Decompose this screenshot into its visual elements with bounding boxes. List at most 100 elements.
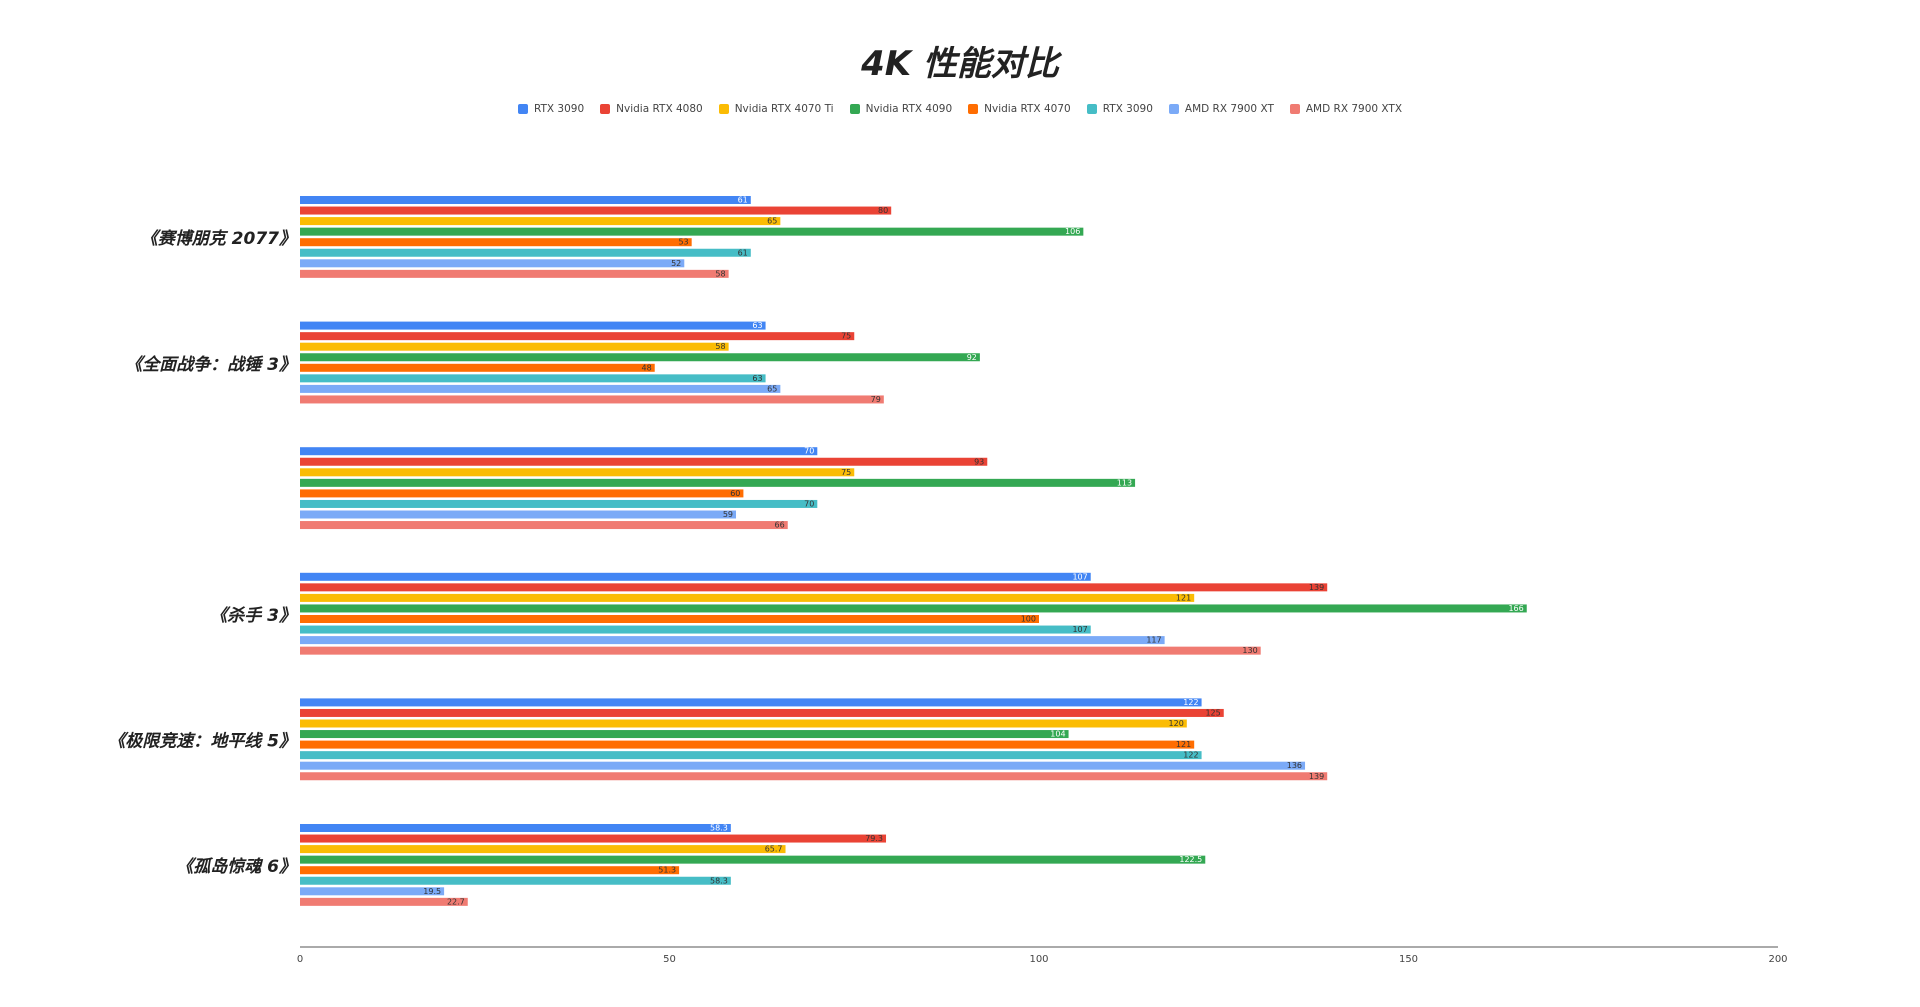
legend-item: AMD RX 7900 XTX: [1289, 103, 1403, 115]
data-label: 100: [1021, 615, 1036, 624]
legend-item: Nvidia RTX 4070: [968, 103, 1071, 115]
legend-item: Nvidia RTX 4070 Ti: [718, 103, 834, 115]
category-label: 《孤岛惊魂 6》: [176, 857, 296, 877]
bar: [300, 499, 818, 508]
bar: [300, 593, 1195, 602]
bar: [300, 457, 988, 466]
data-label: 121: [1176, 740, 1191, 749]
data-label: 80: [878, 206, 888, 215]
legend-item: RTX 3090: [1086, 103, 1153, 115]
data-label: 130: [1242, 646, 1257, 655]
bar: [300, 321, 766, 330]
legend-swatch: [968, 104, 979, 114]
bar: [300, 824, 731, 832]
data-label: 66: [775, 521, 785, 530]
x-tick-label: 50: [663, 954, 676, 965]
bar: [300, 374, 766, 383]
legend-label: RTX 3090: [1102, 103, 1153, 115]
data-label: 93: [974, 457, 984, 466]
legend-swatch: [1086, 104, 1097, 114]
data-label: 166: [1508, 604, 1523, 613]
legend-label: Nvidia RTX 4090: [865, 103, 953, 115]
bar: [300, 342, 729, 351]
bar: [300, 866, 680, 875]
bar: [300, 395, 884, 404]
category-label: 《极限竞速：地平线 5》: [108, 732, 296, 752]
legend-item: Nvidia RTX 4090: [849, 103, 953, 115]
data-label: 136: [1287, 761, 1302, 770]
data-label: 75: [841, 468, 851, 477]
data-label: 65: [767, 217, 777, 226]
x-tick-label: 100: [1029, 954, 1048, 965]
bar: [300, 740, 1195, 749]
bar: [300, 698, 1202, 707]
data-label: 106: [1065, 227, 1080, 236]
data-label: 52: [671, 259, 681, 268]
data-label: 117: [1146, 636, 1161, 645]
bar: [300, 521, 788, 530]
bar: [300, 719, 1187, 728]
data-label: 79.3: [865, 834, 883, 843]
bar: [300, 259, 685, 268]
data-label: 65: [767, 384, 777, 393]
bar: [300, 206, 892, 215]
bar: [300, 227, 1084, 236]
category-label: 《赛博朋克 2077》: [141, 229, 296, 249]
bar: [300, 730, 1069, 739]
bar: [300, 761, 1306, 770]
data-label: 122.5: [1179, 855, 1202, 864]
legend-item: AMD RX 7900 XT: [1168, 103, 1274, 115]
bar: [300, 751, 1202, 760]
data-label: 19.5: [423, 887, 441, 896]
bar: [300, 583, 1328, 592]
data-label: 58: [715, 269, 725, 278]
legend: RTX 3090 Nvidia RTX 4080 Nvidia RTX 4070 T…: [0, 103, 1920, 115]
bar: [300, 217, 781, 226]
legend-swatch: [517, 104, 528, 114]
legend-label: AMD RX 7900 XTX: [1305, 103, 1403, 115]
bar: [300, 646, 1261, 655]
data-label: 22.7: [447, 897, 465, 906]
bar: [300, 447, 818, 456]
category-label: 《杀手 3》: [210, 606, 296, 626]
data-label: 120: [1169, 719, 1184, 728]
data-label: 51.3: [658, 866, 676, 875]
legend-label: Nvidia RTX 4070: [984, 103, 1071, 115]
bar: [300, 353, 980, 362]
legend-swatch: [718, 104, 729, 114]
bar: [300, 772, 1328, 781]
legend-swatch: [600, 104, 611, 114]
bar: [300, 625, 1091, 634]
bar: [300, 384, 781, 393]
bar: [300, 248, 751, 257]
bar: [300, 196, 751, 204]
data-label: 92: [967, 353, 977, 362]
bar: [300, 887, 445, 896]
bar: [300, 615, 1039, 623]
data-label: 70: [804, 447, 814, 456]
data-label: 59: [723, 510, 733, 519]
bar: [300, 845, 786, 854]
data-label: 122: [1183, 698, 1198, 707]
data-label: 104: [1050, 730, 1065, 739]
data-label: 107: [1072, 572, 1087, 581]
data-label: 60: [730, 489, 740, 498]
legend-item: Nvidia RTX 4080: [600, 103, 703, 115]
data-label: 58.3: [710, 824, 728, 833]
bar: [300, 604, 1527, 613]
bar: [300, 489, 744, 498]
data-label: 63: [752, 321, 762, 330]
data-label: 53: [678, 238, 688, 247]
bar: [300, 478, 1136, 487]
data-label: 70: [804, 499, 814, 508]
bar: [300, 572, 1091, 581]
data-label: 61: [738, 196, 748, 205]
data-label: 125: [1205, 708, 1220, 717]
bar: [300, 269, 729, 278]
bar: [300, 897, 468, 906]
bar: [300, 876, 731, 885]
legend-label: RTX 3090: [533, 103, 585, 115]
data-label: 139: [1309, 583, 1324, 592]
data-label: 48: [642, 363, 652, 372]
